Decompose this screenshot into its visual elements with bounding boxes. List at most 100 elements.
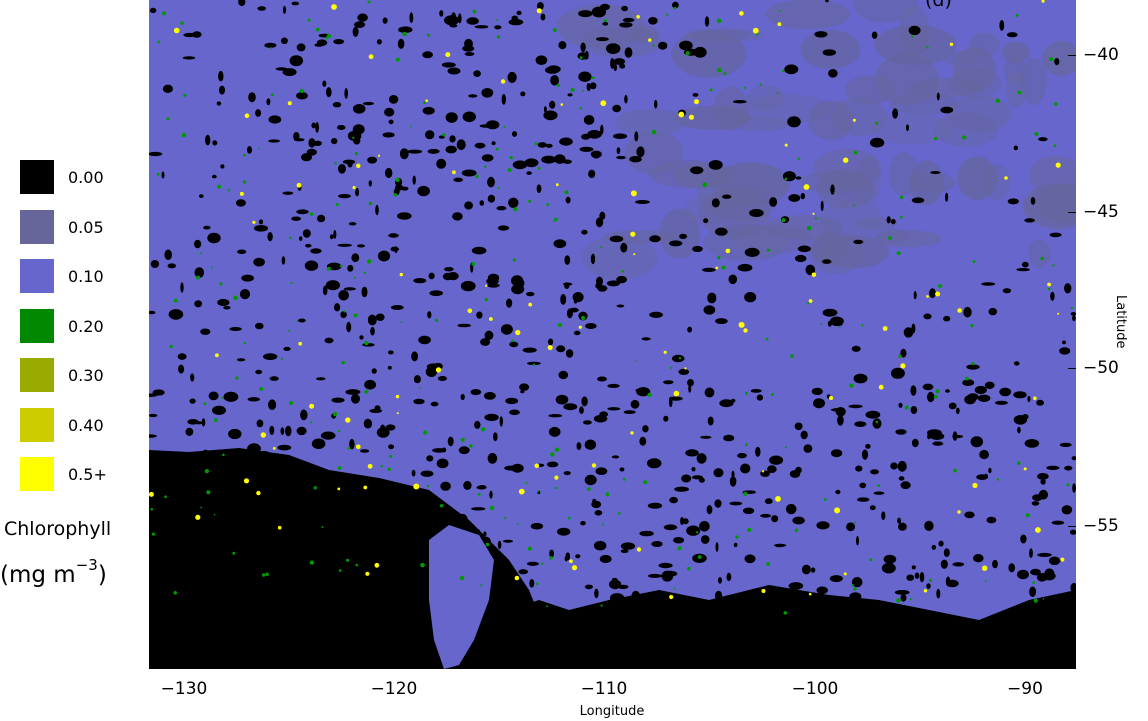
zero-chlorophyll-speck: [441, 62, 456, 68]
zero-chlorophyll-speck: [963, 306, 972, 318]
zero-chlorophyll-speck: [487, 453, 498, 464]
zero-chlorophyll-speck: [981, 282, 996, 286]
high-chlorophyll-dot: [452, 170, 456, 175]
zero-chlorophyll-speck: [687, 326, 692, 333]
zero-chlorophyll-speck: [890, 462, 898, 470]
mid-chlorophyll-dot: [346, 558, 350, 562]
zero-chlorophyll-speck: [192, 31, 202, 38]
mid-chlorophyll-dot: [743, 491, 748, 496]
zero-chlorophyll-speck: [1013, 145, 1018, 151]
x-tickmark: [1025, 660, 1026, 669]
low-chlorophyll-patch: [689, 28, 764, 42]
zero-chlorophyll-speck: [333, 39, 345, 45]
x-tickmark: [394, 660, 395, 669]
mid-chlorophyll-dot: [953, 468, 957, 473]
mid-chlorophyll-dot: [896, 251, 901, 256]
zero-chlorophyll-speck: [943, 548, 950, 557]
zero-chlorophyll-speck: [168, 309, 184, 320]
y-tick-label: −50: [1083, 358, 1119, 378]
zero-chlorophyll-speck: [149, 413, 158, 418]
mid-chlorophyll-dot: [367, 259, 372, 264]
x-tick-label: −120: [370, 679, 418, 699]
high-chlorophyll-dot: [715, 266, 719, 270]
low-chlorophyll-patch: [1023, 191, 1076, 219]
high-chlorophyll-dot: [272, 447, 276, 450]
zero-chlorophyll-speck: [597, 285, 608, 292]
zero-chlorophyll-speck: [484, 413, 499, 421]
chlorophyll-map: [149, 0, 1076, 669]
zero-chlorophyll-speck: [518, 569, 528, 575]
zero-chlorophyll-speck: [639, 530, 654, 537]
zero-chlorophyll-speck: [388, 95, 399, 104]
high-chlorophyll-dot: [485, 284, 488, 287]
low-chlorophyll-patch: [888, 152, 919, 197]
zero-chlorophyll-speck: [906, 124, 909, 132]
zero-chlorophyll-speck: [914, 572, 920, 579]
zero-chlorophyll-speck: [345, 389, 361, 395]
zero-chlorophyll-speck: [291, 1, 300, 6]
high-chlorophyll-dot: [636, 547, 642, 552]
high-chlorophyll-dot: [356, 444, 361, 450]
zero-chlorophyll-speck: [595, 217, 604, 228]
zero-chlorophyll-speck: [357, 13, 368, 22]
high-chlorophyll-dot: [489, 317, 493, 321]
zero-chlorophyll-speck: [994, 400, 1008, 405]
zero-chlorophyll-speck: [898, 402, 903, 408]
mid-chlorophyll-dot: [511, 339, 514, 343]
zero-chlorophyll-speck: [973, 554, 984, 563]
panel-title-fragment: (d): [925, 0, 952, 11]
zero-chlorophyll-speck: [223, 305, 231, 310]
high-chlorophyll-dot: [363, 485, 368, 490]
zero-chlorophyll-speck: [200, 328, 211, 335]
zero-chlorophyll-speck: [354, 21, 366, 28]
legend-item-5: 0.40: [20, 408, 160, 442]
zero-chlorophyll-speck: [527, 361, 541, 366]
mid-chlorophyll-dot: [735, 535, 739, 539]
high-chlorophyll-dot: [808, 299, 813, 303]
zero-chlorophyll-speck: [559, 137, 573, 146]
legend-label: 0.5+: [68, 465, 107, 484]
mid-chlorophyll-dot: [395, 177, 400, 182]
zero-chlorophyll-speck: [595, 467, 608, 476]
mid-chlorophyll-dot: [552, 28, 557, 32]
mid-chlorophyll-dot: [517, 523, 519, 525]
zero-chlorophyll-speck: [814, 31, 828, 38]
zero-chlorophyll-speck: [1038, 137, 1048, 142]
zero-chlorophyll-speck: [606, 43, 621, 54]
zero-chlorophyll-speck: [375, 313, 385, 321]
high-chlorophyll-dot: [560, 103, 564, 106]
mid-chlorophyll-dot: [888, 236, 892, 240]
southern-no-data-region-2: [479, 585, 1076, 669]
zero-chlorophyll-speck: [596, 37, 609, 42]
zero-chlorophyll-speck: [548, 338, 554, 346]
zero-chlorophyll-speck: [263, 353, 278, 360]
zero-chlorophyll-speck: [499, 416, 503, 427]
high-chlorophyll-dot: [195, 514, 201, 520]
zero-chlorophyll-speck: [462, 45, 475, 52]
zero-chlorophyll-speck: [361, 286, 368, 298]
mid-chlorophyll-dot: [307, 18, 311, 22]
high-chlorophyll-dot: [725, 248, 731, 254]
mid-chlorophyll-dot: [173, 298, 178, 303]
zero-chlorophyll-speck: [329, 234, 334, 240]
mid-chlorophyll-dot: [315, 27, 320, 32]
zero-chlorophyll-speck: [691, 475, 704, 480]
zero-chlorophyll-speck: [487, 283, 500, 288]
zero-chlorophyll-speck: [760, 513, 772, 518]
zero-chlorophyll-speck: [722, 194, 732, 199]
high-chlorophyll-dot: [636, 14, 640, 19]
y-tick-label: −40: [1083, 45, 1119, 65]
zero-chlorophyll-speck: [910, 406, 918, 414]
zero-chlorophyll-speck: [545, 143, 553, 148]
mid-chlorophyll-dot: [288, 329, 291, 332]
legend-unit-prefix: (mg m: [0, 562, 76, 588]
zero-chlorophyll-speck: [584, 474, 597, 486]
zero-chlorophyll-speck: [355, 188, 360, 197]
zero-chlorophyll-speck: [578, 71, 592, 82]
zero-chlorophyll-speck: [352, 104, 366, 114]
zero-chlorophyll-speck: [253, 225, 269, 232]
zero-chlorophyll-speck: [537, 2, 544, 10]
mid-chlorophyll-dot: [766, 562, 770, 567]
zero-chlorophyll-speck: [986, 516, 997, 524]
zero-chlorophyll-speck: [150, 260, 160, 268]
